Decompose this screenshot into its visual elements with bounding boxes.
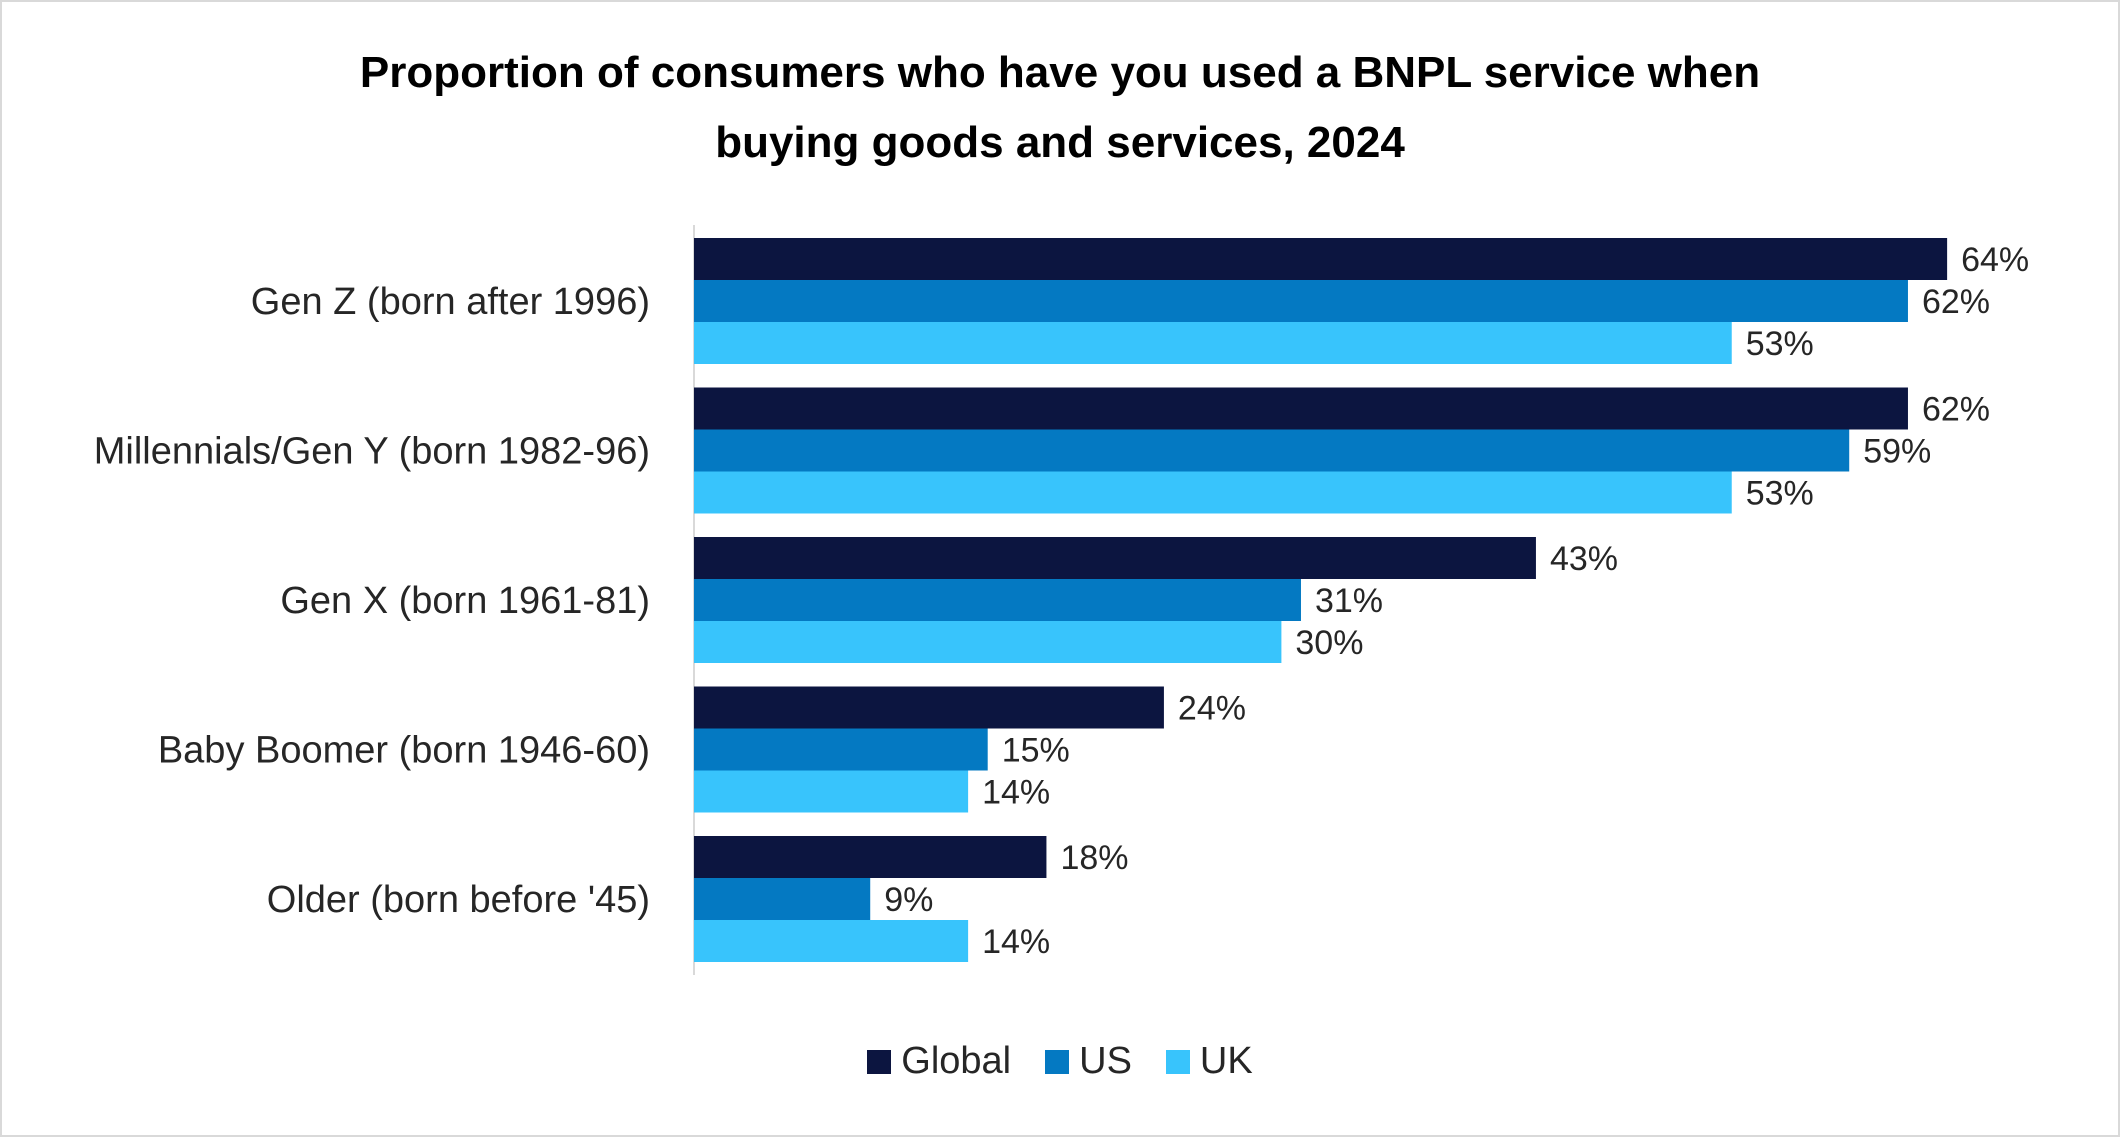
legend-item-us: US <box>1045 1040 1132 1083</box>
data-label: 43% <box>1550 540 1618 578</box>
data-label: 53% <box>1746 475 1814 513</box>
category-label: Millennials/Gen Y (born 1982-96) <box>94 431 650 473</box>
bar-global <box>694 387 1908 430</box>
data-label: 14% <box>982 923 1050 961</box>
data-label: 62% <box>1922 391 1990 429</box>
data-label: 24% <box>1178 690 1246 728</box>
bar-global <box>694 238 1948 280</box>
chart-title-line-2: buying goods and services, 2024 <box>715 118 1405 167</box>
data-label: 14% <box>982 774 1050 812</box>
category-label: Gen X (born 1961-81) <box>280 580 650 622</box>
category-label: Baby Boomer (born 1946-60) <box>158 730 650 772</box>
bar-uk <box>694 621 1282 663</box>
legend-item-global: Global <box>867 1040 1011 1083</box>
data-label: 53% <box>1746 325 1814 363</box>
bar-us <box>694 579 1301 621</box>
data-label: 31% <box>1315 582 1383 620</box>
bar-global <box>694 537 1536 579</box>
bar-uk <box>694 322 1732 364</box>
bar-uk <box>694 471 1732 514</box>
chart-title-line-1: Proportion of consumers who have you use… <box>359 48 1761 97</box>
data-label: 30% <box>1295 624 1363 662</box>
legend-label: Global <box>901 1040 1012 1082</box>
bar-uk <box>694 920 969 962</box>
data-label: 64% <box>1961 241 2029 279</box>
data-label: 9% <box>884 881 933 919</box>
bar-us <box>694 429 1850 472</box>
legend-label: UK <box>1199 1040 1253 1082</box>
category-label: Older (born before '45) <box>267 879 650 921</box>
category-label: Gen Z (born after 1996) <box>251 281 650 323</box>
data-label: 18% <box>1060 839 1128 877</box>
legend-swatch <box>867 1049 892 1074</box>
data-label: 15% <box>1002 732 1070 770</box>
data-label: 59% <box>1863 433 1931 471</box>
bar-us <box>694 878 871 920</box>
bar-us <box>694 280 1908 322</box>
data-label: 62% <box>1922 283 1990 321</box>
chart-legend: Global US UK <box>0 1040 2120 1083</box>
legend-swatch <box>1165 1049 1190 1074</box>
bar-us <box>694 728 988 771</box>
legend-label: US <box>1079 1040 1132 1082</box>
bar-global <box>694 686 1164 729</box>
bar-uk <box>694 770 969 813</box>
legend-item-uk: UK <box>1165 1040 1253 1083</box>
legend-swatch <box>1045 1049 1070 1074</box>
chart-title: Proportion of consumers who have you use… <box>0 38 2120 178</box>
bar-global <box>694 836 1047 878</box>
